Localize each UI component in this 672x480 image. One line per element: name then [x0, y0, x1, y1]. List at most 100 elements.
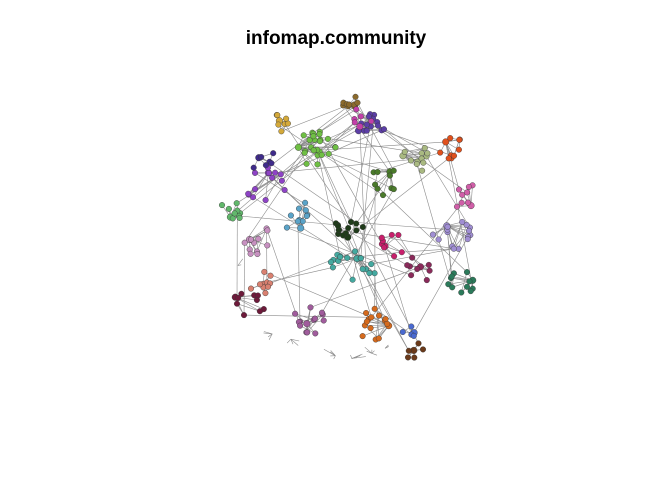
edge: [250, 230, 268, 240]
graph-node: [456, 186, 463, 193]
graph-node: [447, 135, 454, 142]
graph-node: [388, 231, 395, 238]
edge: [247, 172, 269, 195]
graph-node: [376, 312, 383, 319]
graph-node: [419, 167, 426, 174]
component-edge: [350, 354, 353, 359]
graph-node: [458, 289, 465, 296]
graph-node: [390, 186, 397, 193]
component-edge: [323, 349, 336, 356]
graph-node: [459, 218, 466, 225]
component-edge: [290, 339, 294, 345]
edge: [338, 229, 410, 351]
graph-node: [409, 254, 416, 261]
graph-node: [304, 329, 311, 336]
graph-node: [297, 224, 305, 232]
graph-node: [306, 137, 313, 144]
graph-node: [310, 147, 317, 154]
edge: [306, 307, 311, 333]
graph-node: [363, 121, 370, 128]
component-edge: [237, 264, 242, 266]
edge: [371, 202, 462, 318]
graph-node: [303, 320, 311, 328]
graph-node: [363, 318, 370, 325]
graph-node: [451, 152, 458, 159]
graph-node: [318, 151, 325, 158]
component-edge: [333, 355, 336, 360]
graph-node: [415, 340, 422, 347]
graph-node: [325, 150, 332, 157]
graph-node: [235, 295, 242, 302]
graph-node: [459, 191, 466, 198]
graph-node: [395, 231, 402, 238]
graph-node: [391, 253, 398, 260]
graph-node: [300, 132, 307, 139]
graph-node: [359, 223, 366, 230]
graph-node: [249, 194, 256, 201]
edge: [364, 325, 380, 339]
edge: [359, 126, 367, 270]
graph-node: [450, 245, 457, 252]
edge: [345, 233, 372, 318]
graph-node: [277, 171, 284, 178]
graph-node: [371, 270, 378, 277]
graph-node: [375, 122, 382, 129]
graph-node: [367, 325, 374, 332]
graph-node: [251, 169, 258, 176]
graph-node: [329, 264, 336, 271]
graph-node: [264, 227, 271, 234]
graph-node: [404, 262, 411, 269]
graph-node: [448, 273, 455, 280]
graph-node: [233, 300, 240, 307]
graph-node: [466, 227, 473, 234]
edge: [297, 221, 301, 326]
edge: [295, 313, 314, 321]
graph-node: [349, 276, 356, 283]
edge: [383, 128, 424, 163]
graph-node: [345, 224, 352, 231]
edge: [316, 149, 341, 257]
edge: [281, 136, 314, 181]
graph-node: [445, 155, 452, 162]
graph-node: [231, 210, 238, 217]
graph-node: [262, 197, 269, 204]
graph-node: [354, 99, 361, 106]
graph-node: [250, 164, 257, 171]
graph-node: [294, 143, 302, 151]
graph-node: [464, 283, 471, 290]
edge: [445, 141, 460, 190]
graph-node: [352, 93, 359, 100]
graph-node: [247, 250, 254, 257]
component-edge: [364, 346, 372, 354]
graph-node: [375, 335, 382, 342]
graph-node: [247, 285, 254, 292]
component-edge: [384, 346, 390, 349]
graph-node: [398, 249, 405, 256]
graph-node: [363, 310, 370, 317]
graph-node: [283, 224, 290, 231]
graph-node: [262, 162, 269, 169]
edge: [354, 251, 386, 321]
graph-node: [414, 266, 421, 273]
graph-node: [420, 159, 427, 166]
graph-node: [458, 199, 465, 206]
graph-node: [270, 150, 277, 157]
graph-node: [344, 254, 351, 261]
graph-node: [337, 253, 344, 260]
graph-node: [368, 118, 375, 125]
graph-node: [408, 272, 415, 279]
component-edge: [237, 258, 244, 266]
graph-node: [265, 169, 272, 176]
graph-node: [269, 174, 276, 181]
graph-node: [464, 189, 471, 196]
component-edge: [286, 338, 292, 344]
graph-node: [353, 220, 360, 227]
graph-node: [359, 266, 366, 273]
graph-node: [257, 281, 264, 288]
graph-node: [426, 267, 433, 274]
graph-node: [275, 121, 282, 128]
graph-node: [368, 314, 375, 321]
edge: [360, 114, 375, 259]
graph-node: [261, 268, 268, 275]
component-edge: [267, 333, 273, 338]
